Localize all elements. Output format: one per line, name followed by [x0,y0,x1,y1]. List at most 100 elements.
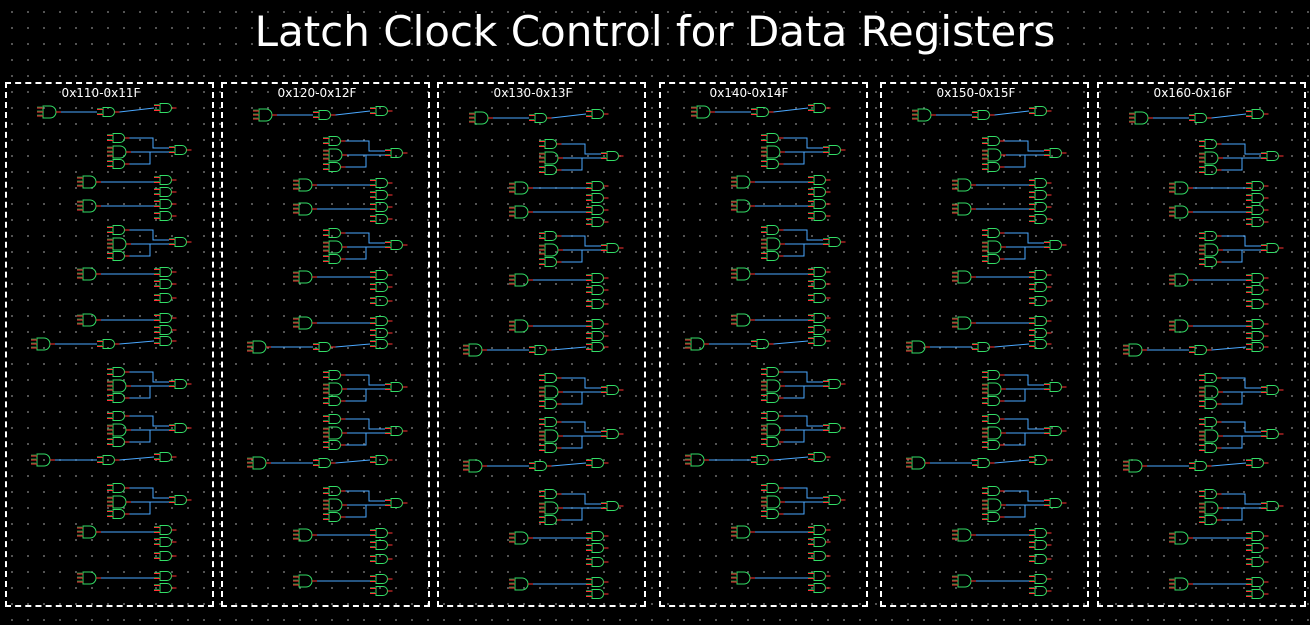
wire [1211,346,1247,351]
register-group-panel-0x150: 0x150-0x15F [880,82,1089,607]
wire [783,501,823,515]
and-gate-icon [1169,273,1193,287]
and-gate-icon [982,426,1006,440]
and-gate-icon [982,396,1005,406]
panel-label: 0x110-0x11F [61,86,141,100]
and-gate-icon [586,331,609,341]
and-gate-icon [370,574,393,584]
and-gate-icon [313,458,336,468]
and-gate-icon [1029,296,1052,306]
and-gate-icon [323,396,346,406]
and-gate-icon [154,175,177,185]
and-gate-icon [154,452,177,462]
and-gate-icon [97,339,120,349]
and-gate-icon [323,512,346,522]
and-gate-icon [751,339,774,349]
and-gate-icon [1169,531,1193,545]
and-gate-icon [385,426,408,436]
and-gate-icon [169,237,192,247]
and-gate-icon [1246,181,1269,191]
and-gate-icon [1199,501,1223,515]
and-gate-icon [1246,109,1269,119]
and-gate-icon [1246,193,1269,203]
wire [345,232,385,244]
wire [129,385,169,399]
and-gate-icon [370,528,393,538]
and-gate-icon [107,145,131,159]
and-gate-icon [1029,540,1052,550]
and-gate-icon [323,382,347,396]
page-title: Latch Clock Control for Data Registers [254,7,1056,56]
wire [994,343,1030,348]
and-gate-icon [601,151,624,161]
wire [345,374,385,386]
panel-label: 0x130-0x13F [493,86,573,100]
and-gate-icon [31,453,55,467]
and-gate-icon [761,483,784,493]
and-gate-icon [370,190,393,200]
and-gate-icon [982,136,1005,146]
and-gate-icon [539,417,562,427]
wire [129,229,169,241]
and-gate-icon [586,458,609,468]
wire [1221,235,1261,247]
and-gate-icon [370,554,393,564]
and-gate-icon [107,423,131,437]
wire [561,377,601,389]
and-gate-icon [982,414,1005,424]
and-gate-icon [808,199,831,209]
register-group-panel-0x140: 0x140-0x14F [659,82,868,607]
and-gate-icon [972,458,995,468]
wire [1004,490,1044,502]
and-gate-icon [539,429,563,443]
and-gate-icon [154,279,177,289]
and-gate-icon [1129,111,1153,125]
and-gate-icon [293,178,317,192]
and-gate-icon [1029,214,1052,224]
and-gate-icon [529,113,552,123]
register-group-panel-0x160: 0x160-0x16F [1097,82,1306,607]
and-gate-icon [323,440,346,450]
wire [773,456,809,461]
and-gate-icon [370,540,393,550]
and-gate-icon [154,525,177,535]
and-gate-icon [1246,285,1269,295]
and-gate-icon [539,165,562,175]
and-gate-icon [1246,205,1269,215]
wire [345,154,385,168]
and-gate-icon [823,423,846,433]
and-gate-icon [154,313,177,323]
and-gate-icon [1029,282,1052,292]
and-gate-icon [731,175,755,189]
and-gate-icon [1261,429,1284,439]
and-gate-icon [77,175,101,189]
and-gate-icon [912,108,936,122]
wire [783,429,823,443]
and-gate-icon [107,393,130,403]
and-gate-icon [1169,319,1193,333]
and-gate-icon [77,525,101,539]
and-gate-icon [154,571,177,581]
and-gate-icon [529,345,552,355]
wire [1004,418,1044,430]
and-gate-icon [154,267,177,277]
and-gate-icon [323,228,346,238]
and-gate-icon [323,254,346,264]
and-gate-icon [323,426,347,440]
and-gate-icon [1044,498,1067,508]
wire [119,107,155,113]
and-gate-icon [952,528,976,542]
wire [1221,507,1261,521]
and-gate-icon [982,498,1006,512]
and-gate-icon [370,296,393,306]
wire [1221,157,1261,171]
and-gate-icon [1123,459,1147,473]
and-gate-icon [154,103,177,113]
and-gate-icon [1199,151,1223,165]
and-gate-icon [1029,202,1052,212]
and-gate-icon [509,531,533,545]
and-gate-icon [823,237,846,247]
and-gate-icon [323,148,347,162]
wire [783,415,823,427]
